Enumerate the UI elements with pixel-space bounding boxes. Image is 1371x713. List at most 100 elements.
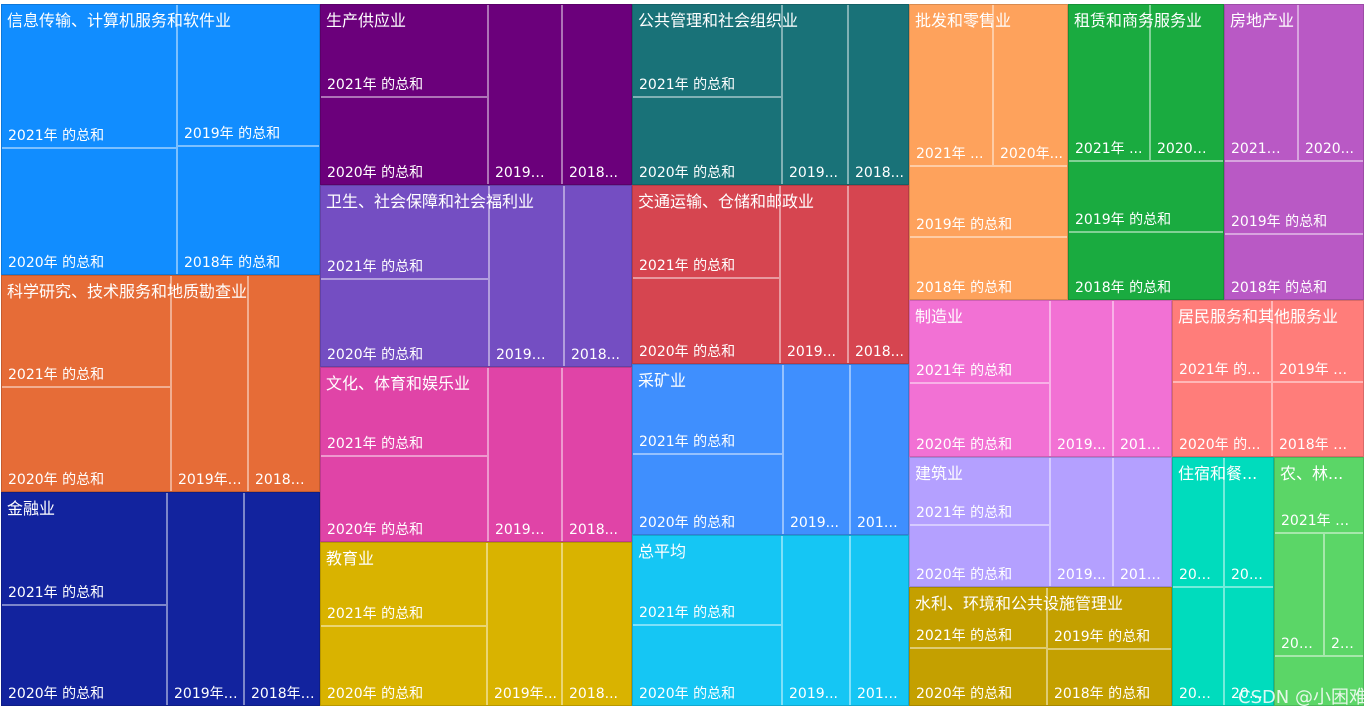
treemap-cell[interactable]: 2018年 的总和 (1047, 649, 1172, 706)
treemap-cell-label: 2021年 的总和 (327, 77, 424, 93)
treemap-cell[interactable]: 2018年 的总和 (1224, 234, 1364, 300)
treemap-cell[interactable]: 2018... (562, 4, 632, 185)
treemap-cell[interactable]: 2019年 的总和 (1047, 587, 1172, 649)
treemap-cell[interactable]: 2018... (850, 364, 909, 535)
treemap-cell-label: 2020年 的总和 (327, 522, 424, 538)
treemap-cell[interactable]: 2018年... (248, 275, 320, 492)
treemap-cell[interactable]: 2019... (782, 535, 850, 706)
treemap-cell[interactable]: 2021年 的总和 (909, 457, 1050, 525)
treemap-cell-label: 2020年 的总和 (916, 567, 1013, 583)
treemap-cell[interactable]: 2018年 的总和 (1068, 232, 1224, 300)
treemap-cell[interactable]: 2021年 的总和 (1, 492, 167, 605)
treemap-cell-label: 2019年 的总和 (1231, 214, 1328, 230)
treemap-cell[interactable]: 2020年 的总和 (1, 148, 177, 275)
treemap-cell[interactable]: 2018年 的总和 (909, 237, 1068, 300)
treemap-cell[interactable]: 2020年 的总和 (909, 648, 1047, 706)
treemap-cell[interactable]: 2019年 的总和 (1068, 161, 1224, 232)
treemap-cell[interactable]: 2020年 的总和 (632, 625, 782, 706)
treemap-cell[interactable]: 2018年 ... (244, 492, 320, 706)
treemap-cell[interactable]: 2019年 的总和 (909, 166, 1068, 237)
treemap-cell-label: 2020... (1305, 141, 1354, 157)
treemap-cell[interactable]: 2019... (1050, 457, 1113, 587)
treemap-cell[interactable]: 2021年 的总和 (909, 587, 1047, 648)
treemap-cell[interactable]: 2018... (564, 185, 632, 367)
treemap-cell[interactable]: 2021年 的总和 (320, 542, 487, 626)
treemap-cell[interactable]: 2020年 的总和 (320, 456, 488, 542)
treemap-cell[interactable]: 2020年 的总和 (320, 626, 487, 706)
treemap-cell-label: 2018年 的总和 (916, 280, 1013, 296)
treemap-cell[interactable]: 2020年... (993, 4, 1068, 166)
treemap-cell[interactable]: 2020... (1298, 4, 1364, 161)
treemap-group-title: 教育业 (326, 549, 375, 568)
treemap-cell-label: 2018年 的... (1279, 437, 1359, 453)
treemap-cell[interactable]: 2020年 的总和 (1, 605, 167, 706)
treemap-cell-label: 2020年 的总和 (327, 347, 424, 363)
treemap-cell[interactable]: 2018... (1113, 300, 1172, 457)
treemap-cell[interactable]: 202... (1172, 457, 1224, 587)
treemap-cell[interactable]: 2019... (780, 185, 848, 364)
treemap-cell-label: 2020年 的总和 (327, 686, 424, 702)
treemap-cell-label: 20... (1331, 636, 1359, 652)
treemap-cell[interactable]: 2021年 ... (909, 4, 993, 166)
treemap-cell[interactable]: 2018... (850, 535, 909, 706)
treemap-cell[interactable]: 2021年 的总和 (320, 367, 488, 456)
treemap-cell[interactable]: 201... (1224, 457, 1274, 587)
treemap-cell[interactable]: 2020年 的总和 (1, 387, 171, 492)
treemap-cell-label: 2021年 的总和 (639, 434, 736, 450)
treemap-cell[interactable]: 2018... (562, 367, 632, 542)
treemap-cell-label: 2020年... (1000, 146, 1063, 162)
treemap-cell-label: 2018年 的总和 (184, 255, 281, 271)
treemap-cell[interactable]: 2021年 的总和 (1, 275, 171, 387)
treemap-cell[interactable]: 2019年... (487, 542, 562, 706)
treemap-cell[interactable]: 2021年 的总和 (1, 4, 177, 148)
treemap-cell[interactable]: 2021年 的总和 (632, 535, 782, 625)
treemap-cell[interactable]: 2019年 ... (171, 275, 248, 492)
treemap-cell[interactable]: 202... (1172, 587, 1224, 706)
treemap-cell[interactable]: 2021年 的总和 (632, 364, 783, 454)
treemap-cell[interactable]: 2019年 ... (489, 185, 564, 367)
treemap-cell[interactable]: 2019... (1050, 300, 1113, 457)
treemap-cell-label: 2020年 的总和 (916, 437, 1013, 453)
treemap-cell[interactable]: 2020年 的总和 (632, 454, 783, 535)
treemap-cell[interactable]: 2018... (562, 542, 632, 706)
treemap-cell[interactable]: 2019... (783, 364, 850, 535)
treemap-cell[interactable]: 2021年... (1224, 4, 1298, 161)
treemap-cell[interactable]: 2018... (1113, 457, 1172, 587)
treemap-cell-label: 2021年 ... (1075, 141, 1143, 157)
treemap-cell-label: 2021年 的总和 (8, 367, 105, 383)
treemap-cell[interactable]: 2019年 的总和 (177, 4, 320, 146)
treemap-cell[interactable]: 2019年 ... (167, 492, 244, 706)
treemap-cell[interactable]: 2021年 的总和 (632, 4, 782, 97)
treemap-cell[interactable]: 2020年 的总和 (909, 525, 1050, 587)
treemap-cell[interactable]: 2018... (848, 4, 909, 185)
treemap-cell[interactable]: 2019年 ... (488, 367, 562, 542)
treemap-cell[interactable]: 2018年 的... (1272, 382, 1364, 457)
treemap-cell[interactable]: 2021年 的总和 (632, 185, 780, 278)
treemap-cell-label: 2020年 的总和 (639, 344, 736, 360)
treemap-cell-label: 2020年 的总和 (327, 165, 424, 181)
treemap-cell[interactable]: 2021年 的... (1274, 457, 1364, 533)
treemap-cell[interactable]: 2020年 的总和 (632, 278, 780, 364)
treemap-cell[interactable]: 2021年 的... (1172, 300, 1272, 382)
treemap-cell[interactable]: 20... (1324, 533, 1364, 656)
treemap-cell[interactable]: 2020年 的总和 (320, 279, 489, 367)
treemap-cell[interactable]: 2020年 的总和 (632, 97, 782, 185)
treemap-cell-label: 2021年 ... (916, 146, 984, 162)
treemap-cell[interactable]: 202... (1274, 533, 1324, 656)
treemap-cell[interactable]: 2021年 的总和 (909, 300, 1050, 383)
treemap-cell[interactable]: 2020年 的总和 (320, 97, 488, 185)
treemap-cell[interactable]: 2019年 的总和 (1224, 161, 1364, 234)
treemap-cell[interactable]: 2020年 的总和 (909, 383, 1050, 457)
treemap-cell[interactable]: 2019年 的... (1272, 300, 1364, 382)
treemap-cell-label: 2019年 ... (174, 686, 239, 702)
treemap-cell[interactable]: 2020年 的... (1172, 382, 1272, 457)
treemap-cell-label: 2019年 的总和 (916, 217, 1013, 233)
treemap-cell[interactable]: 2019年... (488, 4, 562, 185)
treemap-cell-label: 2021年 的总和 (639, 77, 736, 93)
treemap-cell[interactable]: 2019... (782, 4, 848, 185)
treemap-cell-label: 2021年 的总和 (639, 605, 736, 621)
treemap-cell[interactable]: 2018年 的总和 (177, 146, 320, 275)
treemap-cell[interactable]: 2018... (848, 185, 909, 364)
treemap-cell-label: 2020年 的... (1179, 437, 1261, 453)
